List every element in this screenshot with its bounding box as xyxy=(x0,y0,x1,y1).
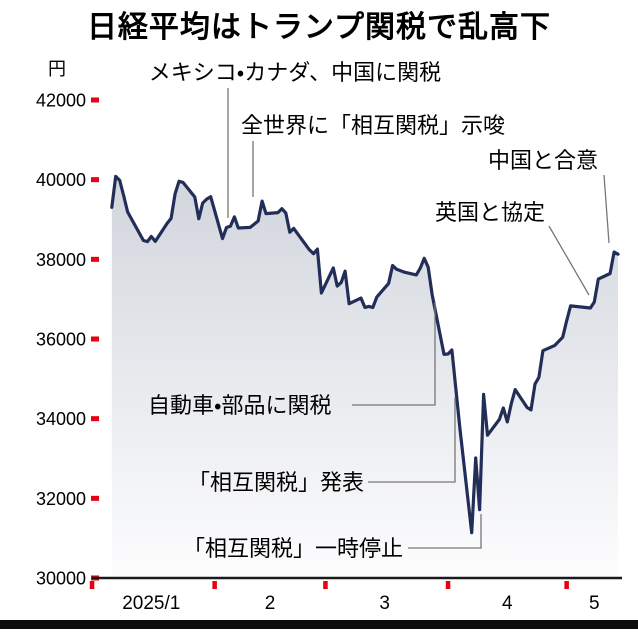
annotation-connector-line xyxy=(603,174,610,244)
x-axis-label: 2025/1 xyxy=(122,593,180,614)
y-axis-label: 30000 xyxy=(36,569,86,589)
area-fill xyxy=(111,176,619,578)
annotation-label: メキシコ・カナダ、中国に関税 xyxy=(149,60,441,85)
x-axis-label: 4 xyxy=(502,593,513,614)
nikkei-price-line xyxy=(110,174,620,535)
annotation-label: 「相互関税」発表 xyxy=(188,470,364,495)
y-axis-tick xyxy=(91,177,99,183)
y-axis-label: 40000 xyxy=(36,170,86,190)
y-axis-label: 34000 xyxy=(36,409,86,429)
y-axis-tick xyxy=(91,256,99,262)
annotation-label: 英国と協定 xyxy=(435,200,545,225)
x-axis-tick xyxy=(323,581,328,589)
bottom-rule xyxy=(0,620,638,629)
chart-title: 日経平均はトランプ関税で乱高下 xyxy=(86,11,552,44)
annotation-connector-line xyxy=(408,514,482,549)
x-axis-label: 2 xyxy=(265,593,276,614)
annotation-connector-line xyxy=(548,225,590,296)
x-axis-tick xyxy=(212,581,217,589)
x-axis-tick xyxy=(89,581,95,589)
annotation-label: 自動車・部品に関税 xyxy=(148,393,331,418)
annotation-label: 中国と合意 xyxy=(488,148,598,173)
y-axis-tick xyxy=(91,97,99,103)
y-axis-unit-label: 円 xyxy=(48,59,66,79)
y-axis-tick xyxy=(91,336,99,342)
y-axis-label: 42000 xyxy=(36,91,86,111)
y-axis-tick xyxy=(91,416,99,422)
y-axis-label: 38000 xyxy=(36,250,86,270)
x-axis-label: 3 xyxy=(379,593,390,614)
y-axis-label: 32000 xyxy=(36,489,86,509)
y-axis-label: 36000 xyxy=(36,330,86,350)
x-axis-tick xyxy=(445,581,451,589)
y-axis-tick xyxy=(91,495,99,501)
annotation-label: 全世界に「相互関税」示唆 xyxy=(241,113,505,138)
annotation-label: 「相互関税」一時停止 xyxy=(183,536,403,561)
annotation-connector-line xyxy=(368,397,456,483)
annotation-connector-line xyxy=(352,302,436,406)
x-axis-label: 5 xyxy=(589,593,600,614)
x-axis-tick xyxy=(564,581,569,589)
